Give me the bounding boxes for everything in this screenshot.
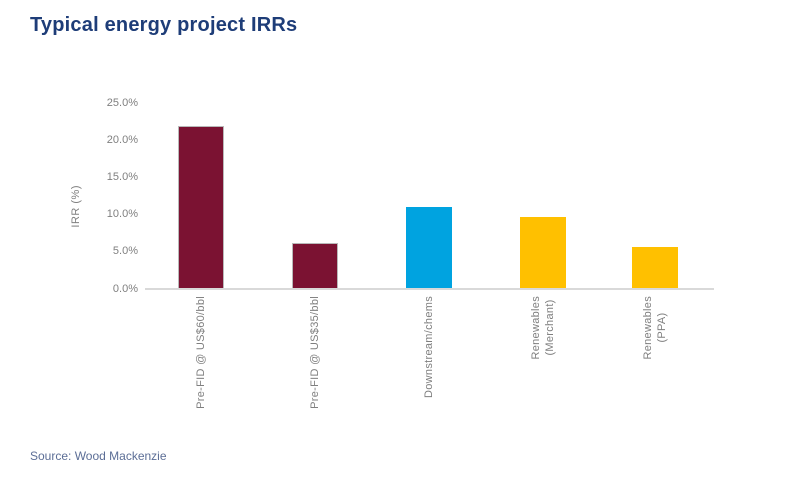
source-note: Source: Wood Mackenzie (30, 449, 167, 463)
chart-title: Typical energy project IRRs (30, 14, 298, 36)
x-axis-line (145, 288, 714, 290)
y-axis-tick-label: 15.0% (106, 171, 138, 184)
x-axis-label-renewables-merchant: Renewables (Merchant) (530, 296, 556, 360)
bar-renewables-merchant (520, 217, 566, 289)
y-axis-tick-label: 0.0% (112, 282, 138, 295)
bar-renewables-ppa (632, 246, 678, 289)
y-axis-tick-label: 5.0% (112, 245, 138, 258)
bar-pre-fid-us-35-bbl (292, 242, 338, 289)
x-axis-label-renewables-ppa: Renewables (PPA) (642, 296, 668, 360)
x-axis-label-downstream-chems: Downstream/chems (423, 296, 435, 398)
y-axis-tick-label: 10.0% (106, 208, 138, 221)
bar-downstream-chems (406, 207, 452, 289)
x-axis-label-pre-fid-us-35-bbl: Pre-FID @ US$35/bbl (309, 296, 321, 409)
y-axis-tick-label: 20.0% (106, 134, 138, 147)
y-axis-tick-label: 25.0% (106, 97, 138, 109)
bar-pre-fid-us-60-bbl (178, 125, 224, 289)
x-axis-label-pre-fid-us-60-bbl: Pre-FID @ US$60/bbl (195, 296, 207, 409)
